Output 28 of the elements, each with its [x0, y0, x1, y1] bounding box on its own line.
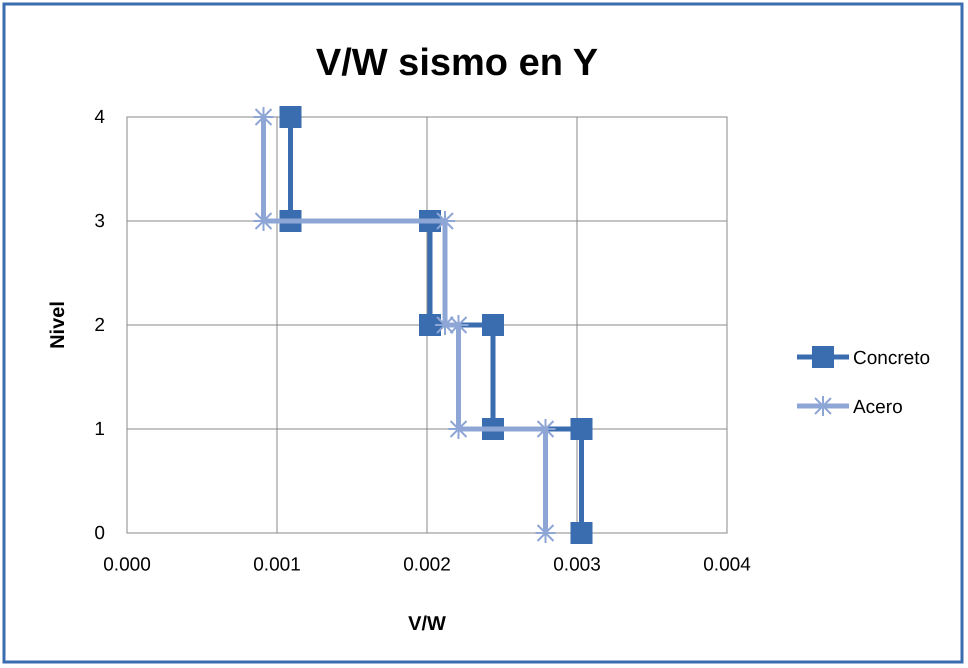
y-tick-label: 0: [94, 523, 105, 544]
point: [419, 314, 441, 336]
point: [534, 522, 556, 544]
x-tick-label: 0.004: [703, 554, 752, 576]
point: [570, 522, 592, 544]
y-tick-label: 3: [94, 211, 105, 232]
y-tick-label: 1: [94, 419, 105, 440]
point: [482, 314, 504, 336]
y-tick-label: 4: [94, 107, 106, 128]
y-axis-title: Nivel: [47, 301, 69, 349]
point: [434, 210, 456, 232]
legend-label: Acero: [853, 397, 903, 418]
point: [448, 418, 470, 440]
x-tick-label: 0.002: [403, 554, 451, 576]
y-tick-label: 2: [94, 315, 105, 336]
x-tick-label: 0.003: [553, 554, 601, 576]
x-axis-title: V/W: [408, 613, 446, 635]
point: [252, 106, 274, 128]
point: [534, 418, 556, 440]
point: [570, 418, 592, 440]
point: [280, 106, 302, 128]
point: [448, 314, 470, 336]
point: [434, 314, 456, 336]
chart-title: V/W sismo en Y: [316, 42, 598, 84]
x-tick-label: 0.000: [103, 554, 151, 576]
point: [252, 210, 274, 232]
x-tick-label: 0.001: [253, 554, 301, 576]
legend-label: Concreto: [853, 348, 930, 369]
